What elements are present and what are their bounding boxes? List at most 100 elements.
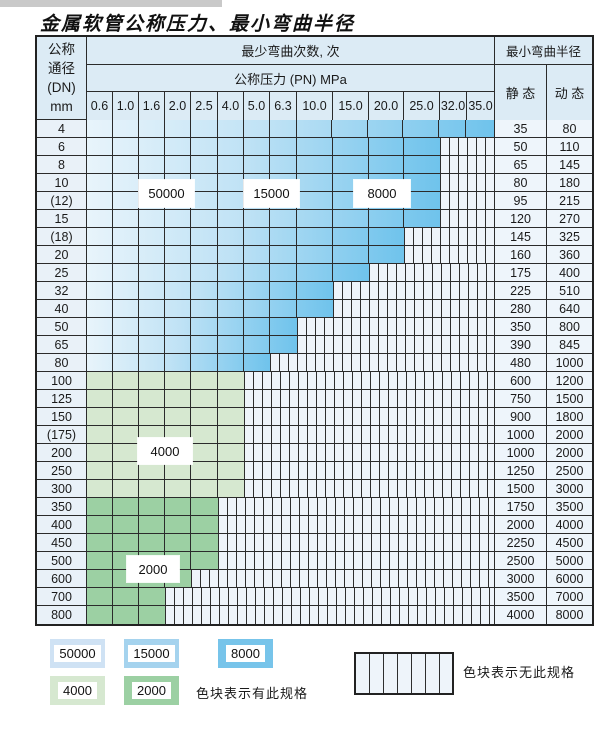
spec-cell bbox=[87, 444, 113, 461]
dynamic-radius-cell: 5000 bbox=[547, 552, 592, 569]
spec-cell bbox=[218, 318, 244, 335]
dynamic-radius-cell: 80 bbox=[547, 120, 592, 137]
spec-cell bbox=[113, 408, 139, 425]
spec-colored-span bbox=[87, 282, 333, 299]
header-dn-label: 公称 通径 (DN) mm bbox=[47, 42, 76, 114]
spec-cell bbox=[297, 300, 333, 317]
dynamic-radius-cell: 1000 bbox=[547, 354, 592, 371]
legend-no-spec-text: 色块表示无此规格 bbox=[463, 665, 576, 680]
spec-cell bbox=[297, 228, 333, 245]
spec-cell bbox=[297, 138, 333, 155]
spec-cell bbox=[244, 354, 270, 371]
spec-cell bbox=[218, 480, 244, 497]
header-pressure-35.0: 35.0 bbox=[467, 92, 495, 120]
spec-cell bbox=[218, 336, 244, 353]
spec-cell bbox=[333, 264, 369, 281]
spec-cell bbox=[165, 372, 191, 389]
spec-cell bbox=[244, 228, 270, 245]
dn-cell: 32 bbox=[37, 282, 87, 299]
spec-cell bbox=[139, 372, 165, 389]
spec-cell bbox=[139, 246, 165, 263]
spec-cell bbox=[191, 390, 218, 407]
spec-cell bbox=[113, 516, 139, 533]
static-radius-cell: 175 bbox=[495, 264, 547, 281]
spec-cell bbox=[139, 498, 165, 515]
spec-cell bbox=[87, 588, 113, 605]
spec-cell bbox=[87, 480, 113, 497]
dynamic-radius-cell: 4000 bbox=[547, 516, 592, 533]
spec-cell bbox=[191, 498, 218, 515]
spec-cell bbox=[87, 138, 113, 155]
no-spec-hatch bbox=[244, 408, 495, 425]
no-spec-hatch bbox=[244, 444, 495, 461]
legend-has-spec-text: 色块表示有此规格 bbox=[196, 686, 309, 701]
dynamic-radius-cell: 3000 bbox=[547, 480, 592, 497]
dn-cell: 125 bbox=[37, 390, 87, 407]
spec-cell bbox=[87, 282, 113, 299]
spec-cell bbox=[218, 120, 244, 137]
spec-cell bbox=[139, 300, 165, 317]
spec-cell bbox=[191, 516, 218, 533]
no-spec-hatch bbox=[218, 552, 495, 569]
header-pressure-25.0: 25.0 bbox=[404, 92, 440, 120]
spec-cell bbox=[87, 174, 113, 191]
dynamic-radius-cell: 2000 bbox=[547, 444, 592, 461]
no-spec-hatch bbox=[218, 534, 495, 551]
cycle-count-label-50000: 50000 bbox=[139, 180, 194, 207]
spec-colored-span bbox=[87, 156, 440, 173]
spec-cell bbox=[113, 390, 139, 407]
spec-cell bbox=[113, 246, 139, 263]
table-row-dn-10: 10 80 180 bbox=[37, 174, 592, 192]
spec-cell bbox=[139, 390, 165, 407]
spec-cell bbox=[191, 552, 218, 569]
no-spec-hatch bbox=[404, 228, 495, 245]
table-row-dn-400: 400 2000 4000 bbox=[37, 516, 592, 534]
dynamic-radius-cell: 510 bbox=[547, 282, 592, 299]
spec-cell bbox=[191, 426, 218, 443]
spec-cell bbox=[139, 210, 165, 227]
static-radius-cell: 160 bbox=[495, 246, 547, 263]
static-radius-cell: 35 bbox=[495, 120, 547, 137]
spec-cell bbox=[191, 372, 218, 389]
spec-cell bbox=[333, 210, 369, 227]
dn-cell: 20 bbox=[37, 246, 87, 263]
spec-cell bbox=[191, 318, 218, 335]
no-spec-hatch bbox=[165, 588, 495, 605]
spec-cell bbox=[87, 426, 113, 443]
spec-cell bbox=[113, 120, 139, 137]
spec-cell bbox=[244, 120, 270, 137]
spec-cell bbox=[87, 408, 113, 425]
table-row-dn-65: 65 390 845 bbox=[37, 336, 592, 354]
dynamic-radius-cell: 2000 bbox=[547, 426, 592, 443]
cycle-count-label-15000: 15000 bbox=[244, 180, 299, 207]
spec-cell bbox=[87, 372, 113, 389]
dn-cell: 25 bbox=[37, 264, 87, 281]
dynamic-radius-cell: 110 bbox=[547, 138, 592, 155]
spec-cell bbox=[165, 138, 191, 155]
table-row-dn-40: 40 280 640 bbox=[37, 300, 592, 318]
spec-cell bbox=[244, 318, 270, 335]
no-spec-hatch bbox=[440, 138, 495, 155]
spec-colored-span bbox=[87, 498, 218, 515]
dynamic-radius-cell: 400 bbox=[547, 264, 592, 281]
dynamic-radius-cell: 845 bbox=[547, 336, 592, 353]
spec-cell bbox=[87, 300, 113, 317]
spec-cell bbox=[368, 120, 404, 137]
static-radius-cell: 350 bbox=[495, 318, 547, 335]
spec-cell bbox=[191, 264, 218, 281]
spec-cell bbox=[87, 318, 113, 335]
table-row-dn-50: 50 350 800 bbox=[37, 318, 592, 336]
spec-cell bbox=[369, 156, 404, 173]
dn-cell: 8 bbox=[37, 156, 87, 173]
static-radius-cell: 1000 bbox=[495, 444, 547, 461]
spec-cell bbox=[139, 336, 165, 353]
spec-cell bbox=[113, 210, 139, 227]
spec-cell bbox=[333, 156, 369, 173]
table-row-dn-350: 350 1750 3500 bbox=[37, 498, 592, 516]
no-spec-hatch bbox=[297, 318, 495, 335]
static-radius-cell: 65 bbox=[495, 156, 547, 173]
spec-cell bbox=[270, 156, 297, 173]
legend-no-spec-swatch bbox=[354, 652, 454, 695]
spec-cell bbox=[191, 480, 218, 497]
spec-cell bbox=[297, 174, 333, 191]
